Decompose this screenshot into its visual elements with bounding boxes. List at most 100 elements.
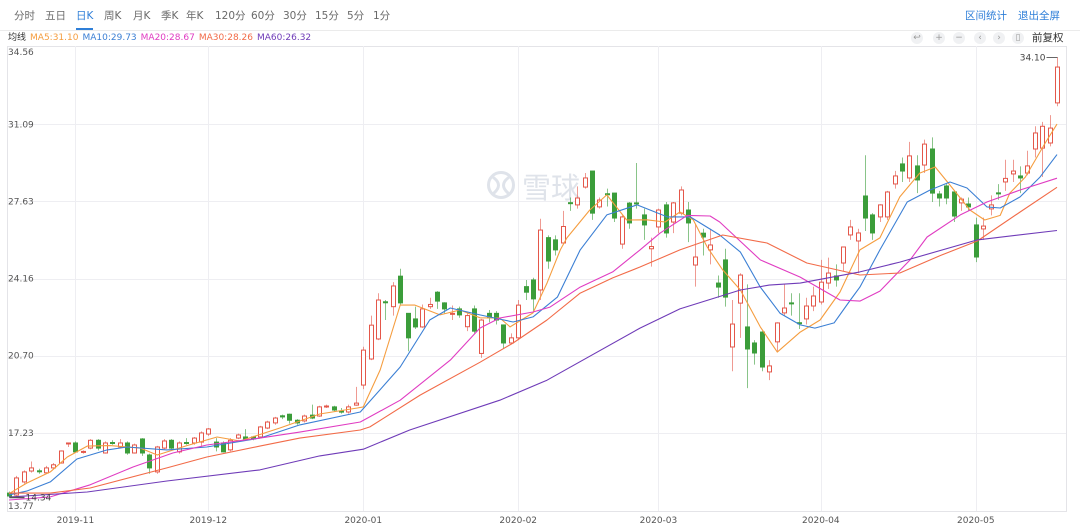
forward-adjust-toggle[interactable]: 前复权: [1032, 32, 1064, 44]
max-price-label: 34.10: [1020, 54, 1046, 64]
candle-body: [996, 192, 1001, 195]
candle-up: [738, 273, 743, 338]
candle-body: [1055, 66, 1060, 104]
candle-body: [214, 441, 219, 448]
candle-body: [509, 337, 514, 344]
candle-body: [738, 274, 743, 304]
tab-5min[interactable]: 5分: [347, 10, 365, 22]
candle-down: [280, 414, 285, 420]
candle-up: [922, 139, 927, 174]
candle-down: [531, 277, 536, 312]
y-axis-label: 34.56: [8, 48, 34, 58]
candle-down: [37, 468, 42, 474]
candle-down: [723, 248, 728, 307]
candle-down: [553, 235, 558, 256]
tab-five-day[interactable]: 五日: [45, 10, 66, 22]
x-axis-label: 2020-04: [802, 516, 840, 526]
candle-body: [907, 155, 912, 179]
candle-up: [162, 439, 167, 450]
tab-timeshare[interactable]: 分时: [14, 10, 35, 22]
candle-down: [863, 155, 868, 231]
candle-body: [944, 185, 949, 199]
ma10-legend-item: MA10:29.73: [82, 33, 137, 43]
candle-body: [900, 163, 905, 172]
candle-down: [332, 405, 337, 412]
candle-down: [612, 192, 617, 223]
candle-down: [413, 306, 418, 329]
reset-icon[interactable]: ↩: [911, 32, 923, 44]
range-stats-link[interactable]: 区间统计: [965, 10, 1007, 22]
candle-body: [863, 195, 868, 219]
candle-body: [236, 434, 241, 439]
candle-down: [1018, 166, 1023, 194]
candle-body: [649, 246, 654, 250]
candle-down: [472, 305, 477, 334]
tab-15min[interactable]: 15分: [315, 10, 339, 22]
tab-120min[interactable]: 120分: [215, 10, 246, 22]
candle-up: [391, 282, 396, 316]
candle-body: [922, 143, 927, 166]
candle-body: [398, 275, 403, 304]
candle-body: [752, 342, 757, 354]
candle-up: [206, 428, 211, 436]
tab-quarterly-k[interactable]: 季K: [161, 10, 179, 22]
candle-body: [450, 312, 455, 315]
candle-body: [472, 308, 477, 332]
zoom-in-icon[interactable]: +: [933, 32, 945, 44]
candle-up: [22, 470, 27, 484]
range-handle-icon[interactable]: ▯: [1012, 32, 1024, 44]
candle-up: [856, 228, 861, 274]
candle-body: [612, 192, 617, 219]
ma5-legend-item: MA5:31.10: [30, 33, 79, 43]
candle-body: [169, 439, 174, 449]
candle-body: [420, 308, 425, 328]
candle-body: [811, 295, 816, 307]
price-markers: 34.10 14.34: [9, 54, 1058, 504]
x-axis-label: 2020-02: [499, 516, 537, 526]
candle-down: [96, 439, 101, 451]
candle-down: [930, 137, 935, 203]
tab-60min[interactable]: 60分: [251, 10, 275, 22]
chevron-left-icon[interactable]: ‹: [974, 32, 986, 44]
tab-daily-k[interactable]: 日K: [76, 10, 94, 22]
chevron-right-icon[interactable]: ›: [993, 32, 1005, 44]
candle-up: [81, 450, 86, 454]
grid-lines: [7, 46, 1067, 512]
candle-body: [88, 439, 93, 449]
candle-down: [568, 197, 573, 211]
exit-fullscreen-link[interactable]: 退出全屏: [1018, 10, 1060, 22]
ma-line-ma20: [8, 177, 1058, 501]
watermark-text: 雪球: [522, 171, 580, 205]
candle-body: [406, 312, 411, 339]
candles: [7, 57, 1060, 498]
watermark: 雪球: [487, 171, 580, 205]
candle-up: [1055, 57, 1060, 107]
candle-body: [479, 319, 484, 354]
tab-monthly-k[interactable]: 月K: [133, 10, 151, 22]
candle-down: [546, 235, 551, 269]
tab-yearly-k[interactable]: 年K: [186, 10, 204, 22]
candle-down: [760, 331, 765, 372]
candle-body: [708, 244, 713, 251]
tab-30min[interactable]: 30分: [283, 10, 307, 22]
tab-1min[interactable]: 1分: [373, 10, 391, 22]
candle-body: [103, 442, 108, 454]
candle-up: [1048, 115, 1053, 147]
active-tab-underline: [76, 28, 93, 30]
candle-body: [1018, 175, 1023, 179]
candle-body: [819, 281, 824, 303]
candle-body: [354, 402, 359, 406]
candle-up: [228, 438, 233, 452]
candle-body: [324, 405, 329, 408]
candle-body: [287, 413, 292, 421]
zoom-out-icon[interactable]: −: [953, 32, 965, 44]
candle-body: [280, 415, 285, 418]
candle-down: [634, 163, 639, 209]
tab-weekly-k[interactable]: 周K: [104, 10, 122, 22]
candle-up: [236, 433, 241, 440]
candle-up: [561, 210, 566, 245]
candle-up: [66, 442, 71, 447]
candle-up: [767, 360, 772, 381]
